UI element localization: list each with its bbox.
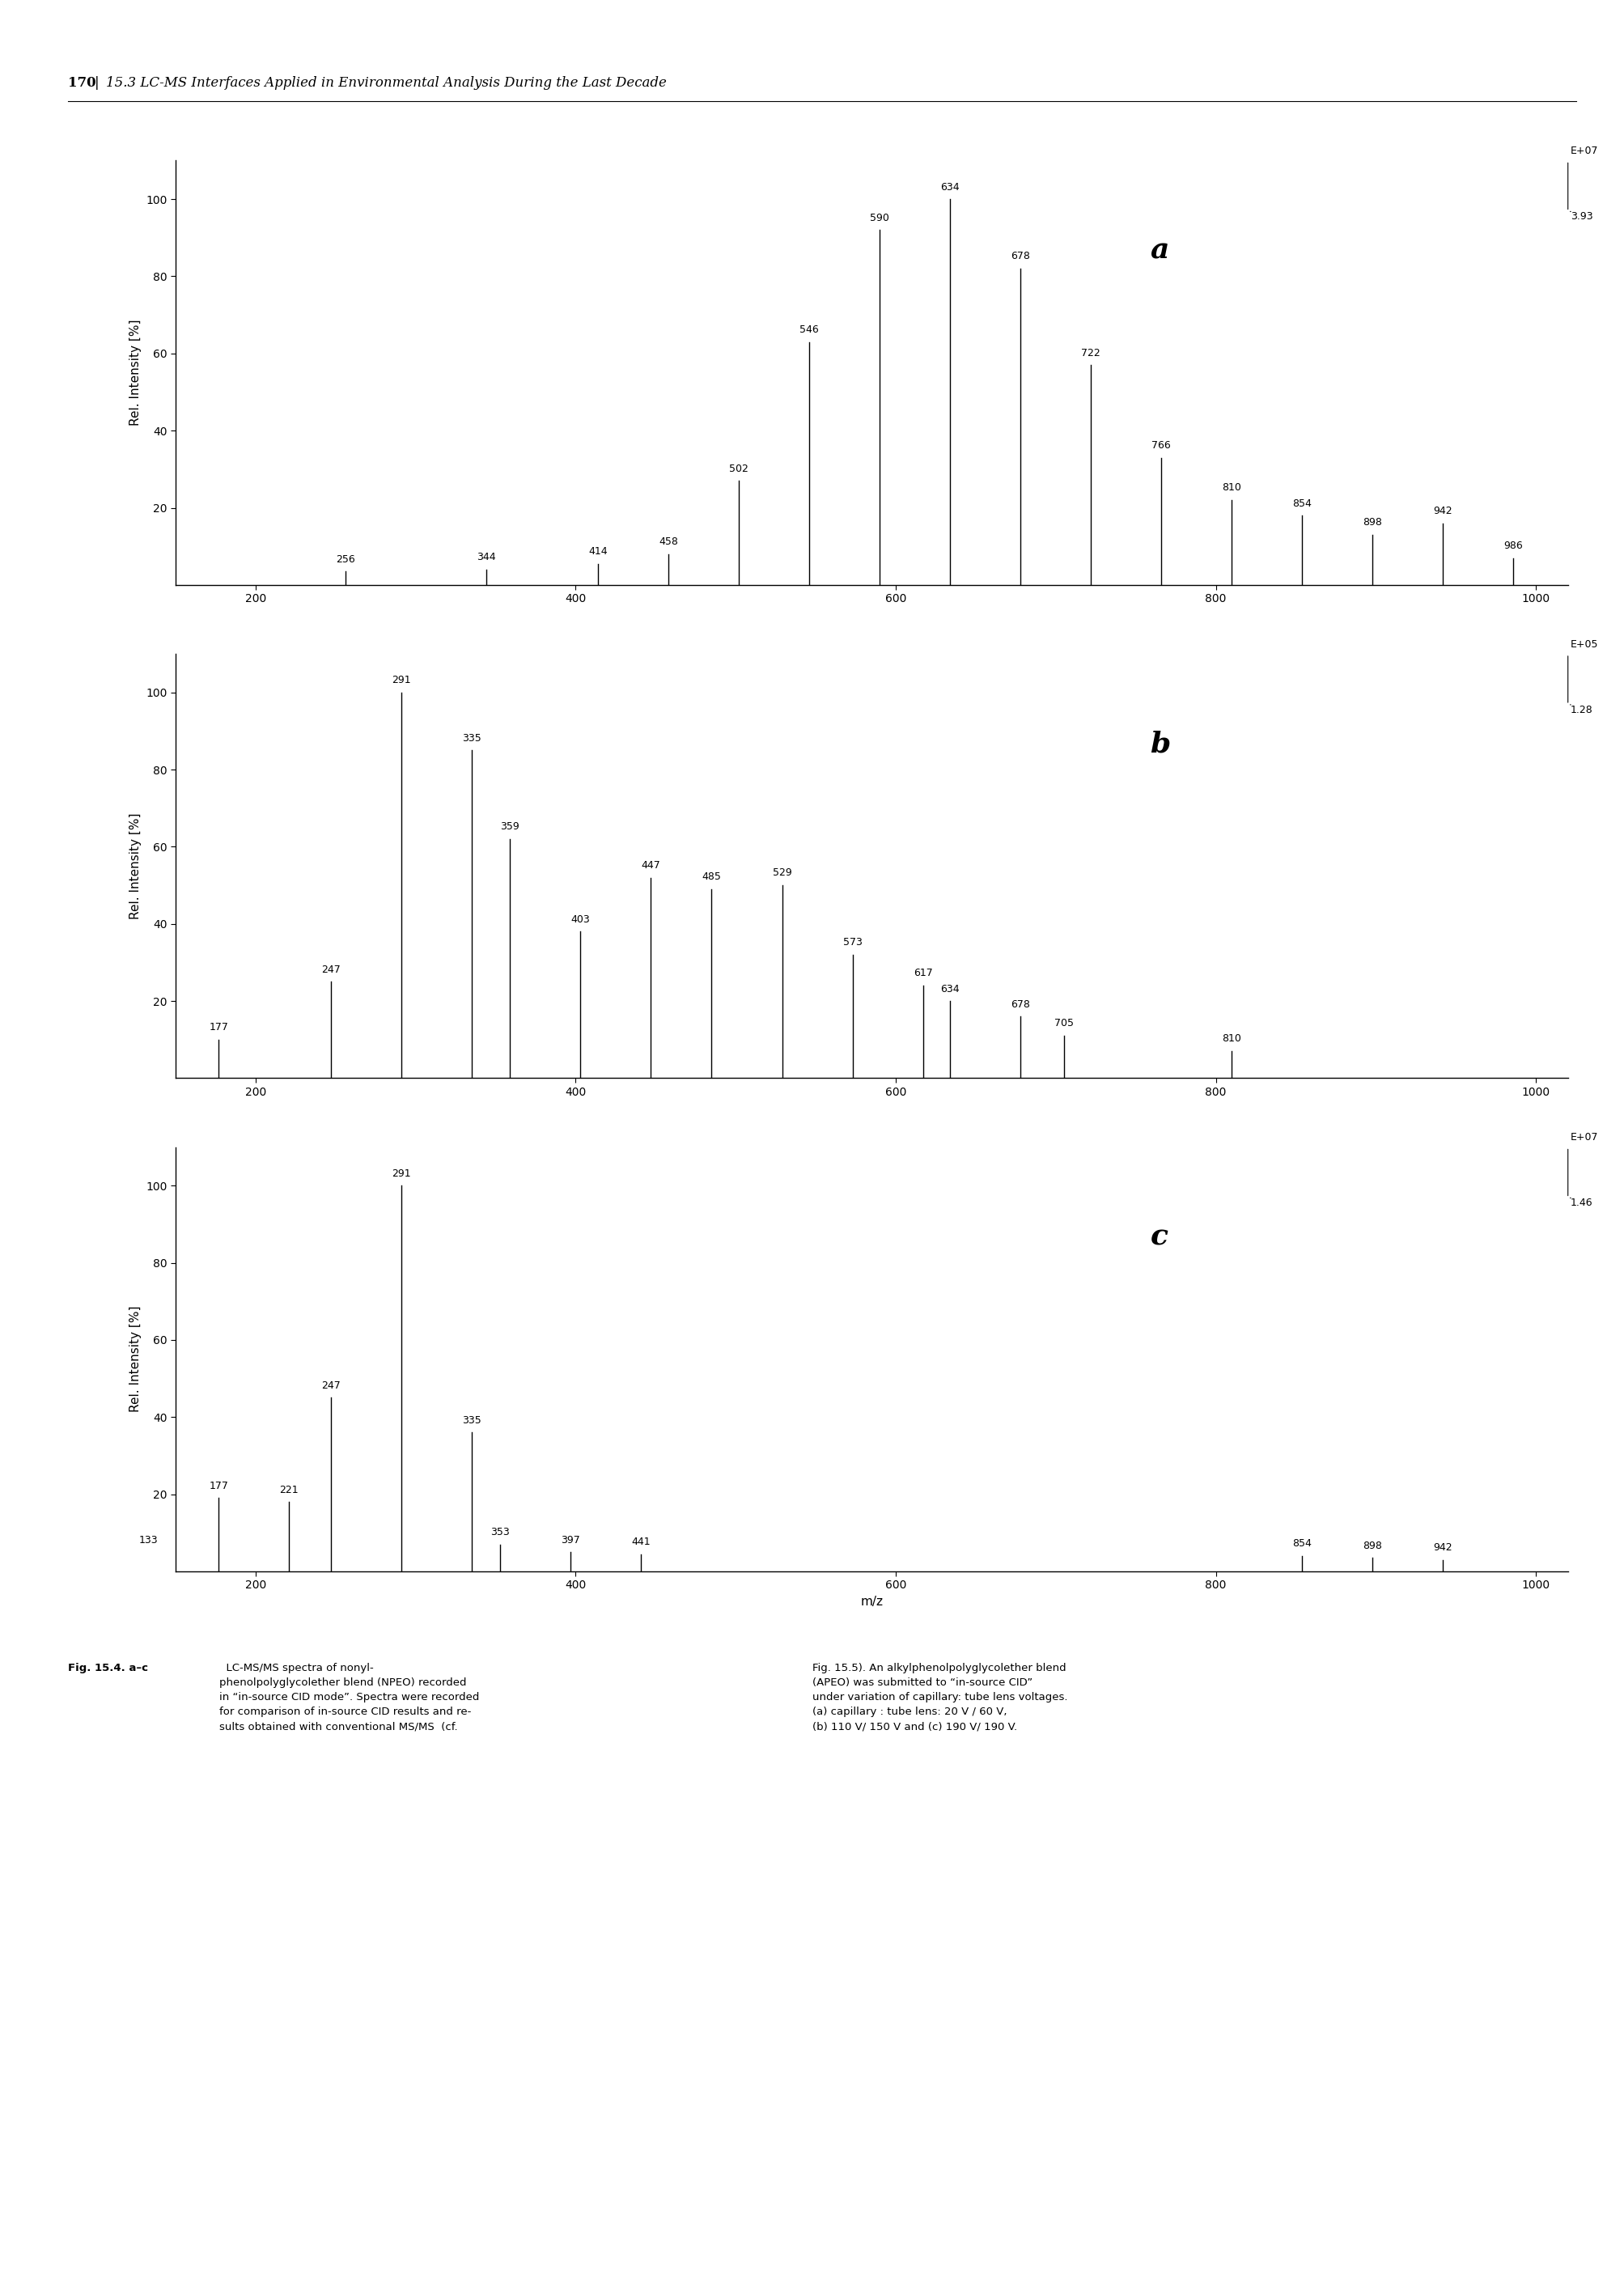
Text: 335: 335 <box>461 732 481 743</box>
Text: E+07: E+07 <box>1570 1133 1598 1142</box>
Text: 810: 810 <box>1221 1035 1241 1044</box>
Text: b: b <box>1150 729 1169 757</box>
Text: 177: 177 <box>209 1023 229 1032</box>
Text: 441: 441 <box>632 1537 651 1546</box>
Text: 133: 133 <box>138 1535 158 1546</box>
Text: 810: 810 <box>1221 482 1241 493</box>
Text: 634: 634 <box>940 181 960 193</box>
Y-axis label: Rel. Intensity [%]: Rel. Intensity [%] <box>128 1305 141 1413</box>
Text: 854: 854 <box>1293 498 1311 509</box>
Text: E+05: E+05 <box>1570 640 1598 649</box>
Text: 722: 722 <box>1082 349 1099 358</box>
Text: 546: 546 <box>799 323 818 335</box>
Text: 766: 766 <box>1151 440 1171 450</box>
Text: 291: 291 <box>391 674 411 686</box>
Text: 898: 898 <box>1363 518 1382 528</box>
Text: 170: 170 <box>68 76 96 89</box>
Text: 403: 403 <box>570 913 590 924</box>
Text: 247: 247 <box>322 963 339 975</box>
Text: Fig. 15.4. a–c: Fig. 15.4. a–c <box>68 1663 148 1675</box>
Text: 247: 247 <box>322 1381 339 1390</box>
Text: 634: 634 <box>940 984 960 993</box>
Text: 617: 617 <box>913 968 932 980</box>
Text: 177: 177 <box>209 1480 229 1491</box>
Text: 15.3 LC-MS Interfaces Applied in Environmental Analysis During the Last Decade: 15.3 LC-MS Interfaces Applied in Environ… <box>106 76 666 89</box>
Text: 705: 705 <box>1054 1019 1073 1028</box>
Text: 221: 221 <box>279 1484 299 1496</box>
Text: 458: 458 <box>658 537 677 548</box>
Text: 590: 590 <box>869 213 888 223</box>
Text: 485: 485 <box>702 872 721 883</box>
Y-axis label: Rel. Intensity [%]: Rel. Intensity [%] <box>128 812 141 920</box>
Text: 986: 986 <box>1504 541 1522 551</box>
Text: 898: 898 <box>1363 1542 1382 1551</box>
Text: a: a <box>1150 236 1169 264</box>
Text: 1.46: 1.46 <box>1570 1197 1592 1209</box>
Text: 3.93: 3.93 <box>1570 211 1592 223</box>
Text: 854: 854 <box>1293 1539 1311 1548</box>
Text: 1.28: 1.28 <box>1570 704 1593 716</box>
Text: 678: 678 <box>1010 250 1030 262</box>
Text: 256: 256 <box>336 555 354 564</box>
Text: 573: 573 <box>843 938 862 947</box>
Text: 447: 447 <box>641 860 659 872</box>
Text: 678: 678 <box>1010 998 1030 1009</box>
Text: 359: 359 <box>500 821 520 833</box>
Text: 529: 529 <box>771 867 791 879</box>
Text: 502: 502 <box>729 463 749 475</box>
Text: |: | <box>94 76 99 89</box>
Text: 942: 942 <box>1432 505 1452 516</box>
Text: c: c <box>1150 1223 1168 1250</box>
X-axis label: m/z: m/z <box>861 1597 882 1608</box>
Text: E+07: E+07 <box>1570 147 1598 156</box>
Text: 942: 942 <box>1432 1542 1452 1553</box>
Text: 335: 335 <box>461 1415 481 1425</box>
Text: LC-MS/MS spectra of nonyl-
phenolpolyglycolether blend (NPEO) recorded
in “in-so: LC-MS/MS spectra of nonyl- phenolpolygly… <box>219 1663 479 1732</box>
Text: 344: 344 <box>476 553 495 562</box>
Text: 291: 291 <box>391 1168 411 1179</box>
Y-axis label: Rel. Intensity [%]: Rel. Intensity [%] <box>128 319 141 427</box>
Text: 397: 397 <box>560 1535 580 1546</box>
Text: Fig. 15.5). An alkylphenolpolyglycolether blend
(APEO) was submitted to “in-sour: Fig. 15.5). An alkylphenolpolyglycolethe… <box>812 1663 1067 1732</box>
Text: 414: 414 <box>588 546 607 557</box>
Text: 353: 353 <box>490 1528 510 1537</box>
